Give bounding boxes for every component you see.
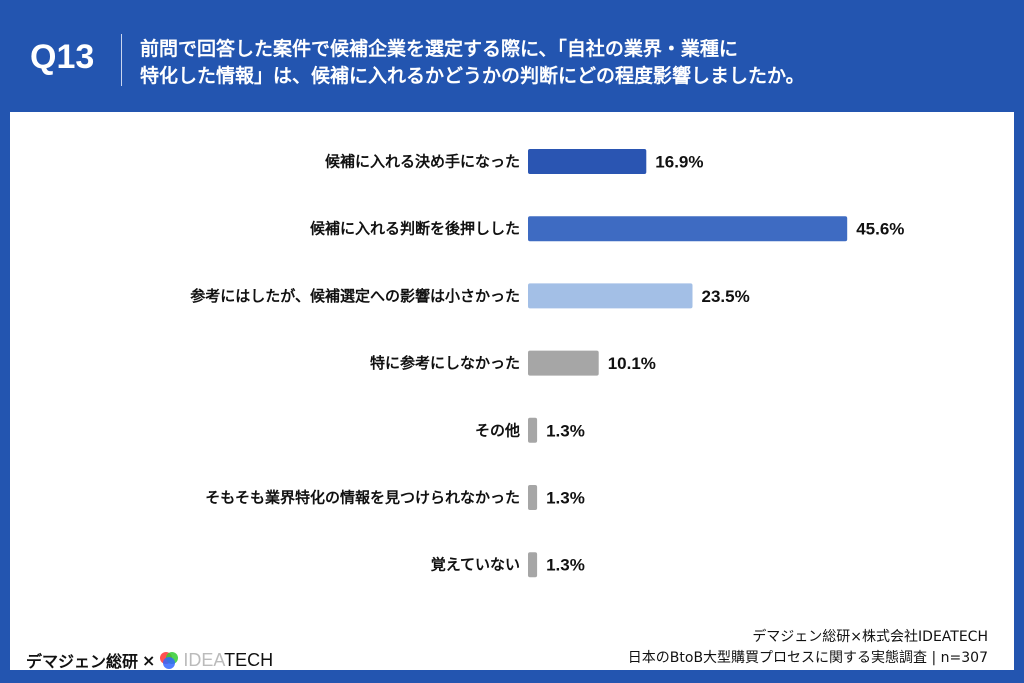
value-label: 1.3% (546, 489, 585, 508)
category-label: 参考にはしたが、候補選定への影響は小さかった (190, 287, 520, 305)
category-label: その他 (475, 421, 520, 439)
bar (528, 283, 693, 309)
category-label: 覚えていない (431, 556, 520, 574)
category-label: そもそも業界特化の情報を見つけられなかった (205, 489, 520, 507)
credit: デマジェン総研×株式会社IDEATECH 日本のBtoB大型購買プロセスに関する… (628, 627, 988, 669)
bar (528, 216, 848, 242)
chart-panel: 候補に入れる決め手になった 16.9% 候補に入れる判断を後押しした 45.6% 参考に… (10, 112, 1014, 670)
credit-line-2: 日本のBtoB大型購買プロセスに関する実態調査 | n=307 (627, 650, 988, 666)
category-label: 特に参考にしなかった (370, 354, 520, 372)
bar (528, 350, 599, 376)
logo: デマジェン総研 × IDEATECH (26, 648, 273, 672)
value-label: 16.9% (655, 153, 703, 172)
value-label: 1.3% (546, 556, 585, 575)
bar (528, 417, 538, 443)
bar (528, 552, 538, 578)
logo-text: デマジェン総研 (26, 652, 139, 671)
title-line-1: 前問で回答した案件で候補企業を選定する際に、「自社の業界・業種に (140, 38, 738, 60)
divider (121, 34, 122, 86)
title-line-2: 特化した情報」は、候補に入れるかどうかの判断にどの程度影響しましたか。 (140, 65, 805, 87)
question-number: Q13 (30, 38, 95, 76)
value-label: 10.1% (608, 354, 656, 373)
ideatech-logo-icon (160, 652, 179, 669)
logo-tech: TECH (224, 649, 274, 670)
question-title: 前問で回答した案件で候補企業を選定する際に、「自社の業界・業種に 特化した情報」… (140, 36, 805, 90)
value-label: 45.6% (856, 220, 904, 239)
value-label: 23.5% (702, 287, 750, 306)
bar (528, 485, 538, 510)
credit-line-1: デマジェン総研×株式会社IDEATECH (752, 629, 988, 645)
logo-times: × (142, 650, 156, 670)
logo-idea: IDEA (183, 649, 225, 670)
value-label: 1.3% (546, 421, 585, 440)
bar (528, 149, 647, 174)
category-label: 候補に入れる決め手になった (325, 153, 520, 171)
category-label: 候補に入れる判断を後押しした (310, 220, 520, 238)
bar-chart: 候補に入れる決め手になった 16.9% 候補に入れる判断を後押しした 45.6% 参考に… (190, 149, 904, 578)
